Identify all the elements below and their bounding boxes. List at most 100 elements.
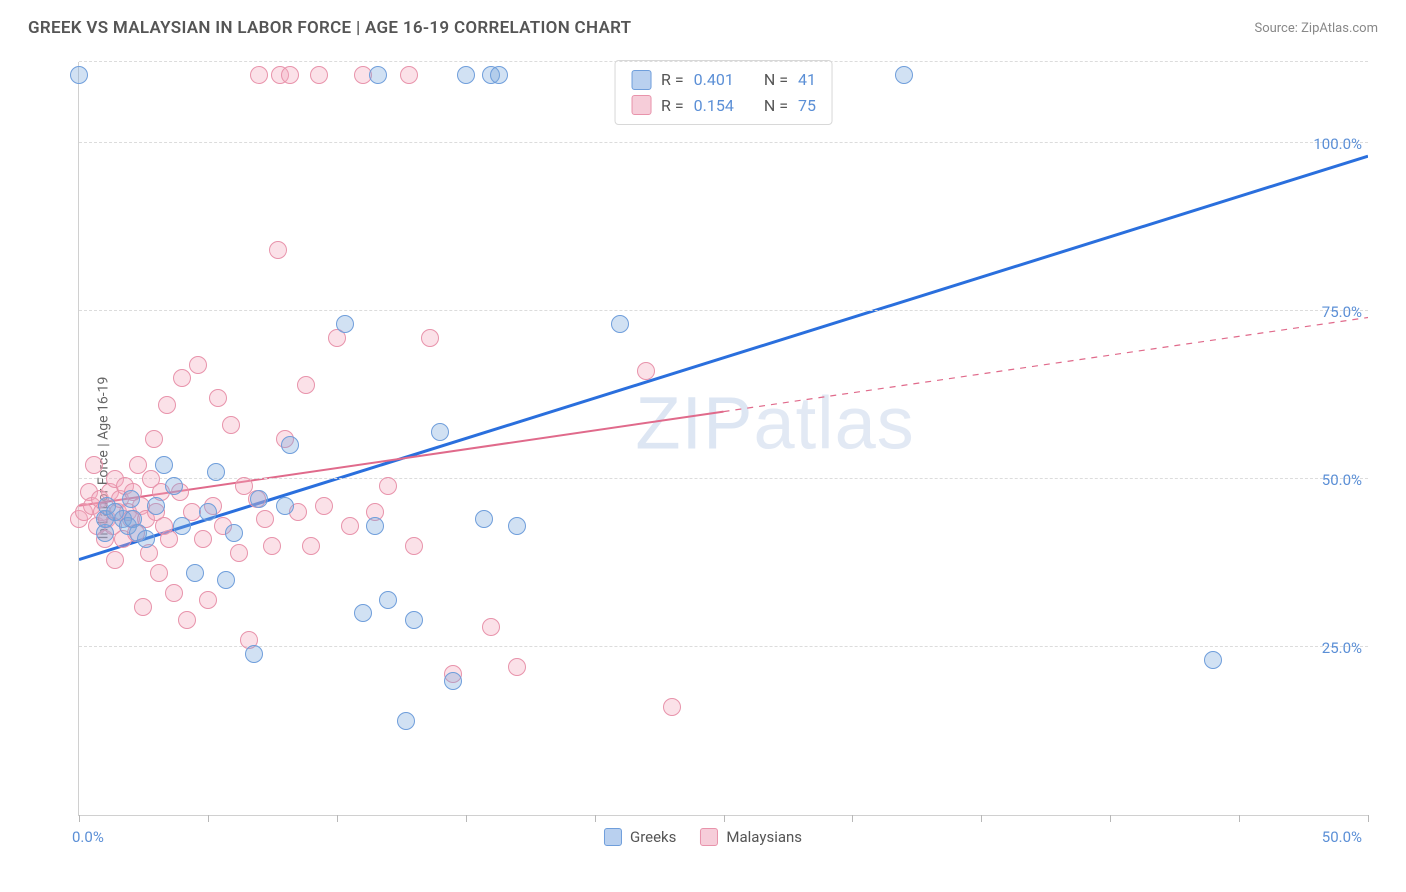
data-point <box>366 517 384 535</box>
series-swatch-icon <box>604 828 622 846</box>
data-point <box>281 436 299 454</box>
data-point <box>194 530 212 548</box>
data-point <box>269 241 287 259</box>
stat-r-label: R = <box>661 67 684 93</box>
data-point <box>508 658 526 676</box>
stats-legend: R =0.401N =41R =0.154N =75 <box>614 60 833 125</box>
legend-item: Malaysians <box>700 828 802 846</box>
data-point <box>158 396 176 414</box>
watermark-light: atlas <box>753 382 914 465</box>
chart-title: GREEK VS MALAYSIAN IN LABOR FORCE | AGE … <box>28 18 631 38</box>
x-tick <box>724 815 725 822</box>
series-legend: Greeks Malaysians <box>604 828 802 846</box>
y-tick-label: 50.0% <box>1322 471 1362 489</box>
data-point <box>189 356 207 374</box>
series-swatch-icon <box>700 828 718 846</box>
data-point <box>276 497 294 515</box>
data-point <box>354 604 372 622</box>
data-point <box>85 456 103 474</box>
data-point <box>150 564 168 582</box>
data-point <box>155 456 173 474</box>
data-point <box>178 611 196 629</box>
data-point <box>490 66 508 84</box>
data-point <box>137 530 155 548</box>
data-point <box>405 537 423 555</box>
x-tick <box>466 815 467 822</box>
y-tick-label: 75.0% <box>1322 303 1362 321</box>
watermark: ZIPatlas <box>635 381 914 466</box>
data-point <box>207 463 225 481</box>
data-point <box>315 497 333 515</box>
data-point <box>160 530 178 548</box>
data-point <box>1204 651 1222 669</box>
chart-header: GREEK VS MALAYSIAN IN LABOR FORCE | AGE … <box>0 0 1406 50</box>
gridline <box>79 61 1368 62</box>
stat-n-value: 41 <box>798 67 816 93</box>
data-point <box>405 611 423 629</box>
legend-item: Greeks <box>604 828 676 846</box>
x-axis-max-label: 50.0% <box>1322 828 1362 846</box>
data-point <box>475 510 493 528</box>
data-point <box>225 524 243 542</box>
data-point <box>165 584 183 602</box>
data-point <box>250 490 268 508</box>
x-tick <box>1368 815 1369 822</box>
chart-source: Source: ZipAtlas.com <box>1254 21 1378 36</box>
data-point <box>230 544 248 562</box>
data-point <box>379 477 397 495</box>
data-point <box>895 66 913 84</box>
data-point <box>263 537 281 555</box>
data-point <box>106 551 124 569</box>
stats-row: R =0.154N =75 <box>631 93 816 119</box>
stats-row: R =0.401N =41 <box>631 67 816 93</box>
data-point <box>663 698 681 716</box>
data-point <box>400 66 418 84</box>
x-tick <box>1110 815 1111 822</box>
y-tick-label: 25.0% <box>1322 639 1362 657</box>
gridline <box>79 478 1368 479</box>
chart-container: In Labor Force | Age 16-19 ZIPatlas R =0… <box>28 52 1378 864</box>
series-swatch-icon <box>631 95 651 115</box>
data-point <box>637 362 655 380</box>
data-point <box>297 376 315 394</box>
x-axis-min-label: 0.0% <box>72 828 104 846</box>
data-point <box>302 537 320 555</box>
plot-area: ZIPatlas R =0.401N =41R =0.154N =75 25.0… <box>78 62 1368 816</box>
data-point <box>70 66 88 84</box>
gridline <box>79 310 1368 311</box>
series-swatch-icon <box>631 70 651 90</box>
trend-line <box>79 156 1368 559</box>
data-point <box>310 66 328 84</box>
stat-n-value: 75 <box>798 93 816 119</box>
data-point <box>379 591 397 609</box>
x-tick <box>595 815 596 822</box>
data-point <box>222 416 240 434</box>
data-point <box>336 315 354 333</box>
x-tick <box>208 815 209 822</box>
data-point <box>482 618 500 636</box>
stat-n-label: N = <box>764 67 788 93</box>
data-point <box>611 315 629 333</box>
data-point <box>199 591 217 609</box>
x-tick <box>1239 815 1240 822</box>
x-tick <box>981 815 982 822</box>
data-point <box>397 712 415 730</box>
data-point <box>173 369 191 387</box>
data-point <box>250 66 268 84</box>
trend-line-extrapolated <box>724 317 1369 411</box>
data-point <box>457 66 475 84</box>
trend-lines <box>79 62 1368 815</box>
gridline <box>79 646 1368 647</box>
legend-label: Malaysians <box>726 828 802 846</box>
data-point <box>245 645 263 663</box>
data-point <box>122 490 140 508</box>
stat-r-value: 0.154 <box>694 93 734 119</box>
x-tick <box>79 815 80 822</box>
x-tick <box>337 815 338 822</box>
watermark-bold: ZIP <box>635 382 753 465</box>
data-point <box>421 329 439 347</box>
data-point <box>341 517 359 535</box>
data-point <box>147 497 165 515</box>
data-point <box>281 66 299 84</box>
data-point <box>508 517 526 535</box>
